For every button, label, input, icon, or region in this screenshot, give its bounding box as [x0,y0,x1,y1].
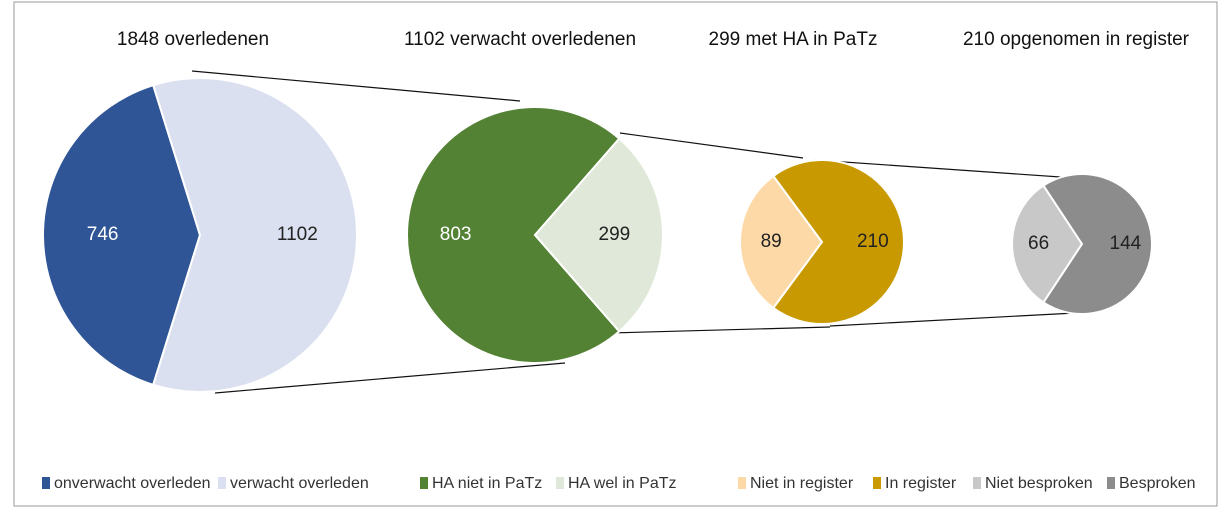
legend-label: Besproken [1119,475,1196,492]
legend-label: verwacht overleden [230,475,369,492]
legend-swatch [218,477,226,489]
pie-slice [1042,173,1154,315]
data-label: 89 [761,231,782,252]
legend-swatch [873,477,881,489]
pie-slice [771,159,905,325]
legend-label: Niet besproken [985,475,1093,492]
pie-title: 299 met HA in PaTz [709,29,878,50]
data-label: 1102 [277,224,318,245]
legend-swatch [1107,477,1115,489]
data-label: 144 [1110,233,1142,254]
data-label: 299 [599,224,631,245]
pie-slice [406,106,621,364]
pie-title: 210 opgenomen in register [963,29,1190,50]
legend-label: HA niet in PaTz [432,475,542,492]
legend-label: In register [885,475,957,492]
legend-label: Niet in register [750,475,854,492]
legend-swatch [738,477,746,489]
data-label: 746 [87,224,119,245]
pie-slice [533,137,665,333]
legend-swatch [556,477,564,489]
pie-slice [1011,184,1084,304]
legend-label: onverwacht overleden [54,475,211,492]
data-label: 66 [1028,233,1049,254]
data-label: 210 [857,231,889,252]
legend-label: HA wel in PaTz [568,475,676,492]
pie-slice [151,77,358,393]
legend-swatch [973,477,981,489]
legend-swatch [42,477,50,489]
connectors [191,70,1076,394]
legend-swatch [420,477,428,489]
pie-slice [739,174,824,310]
data-label: 803 [440,224,472,245]
pie-title: 1102 verwacht overledenen [404,29,636,50]
pie-title: 1848 overledenen [117,29,269,50]
pie-slice [42,83,202,387]
